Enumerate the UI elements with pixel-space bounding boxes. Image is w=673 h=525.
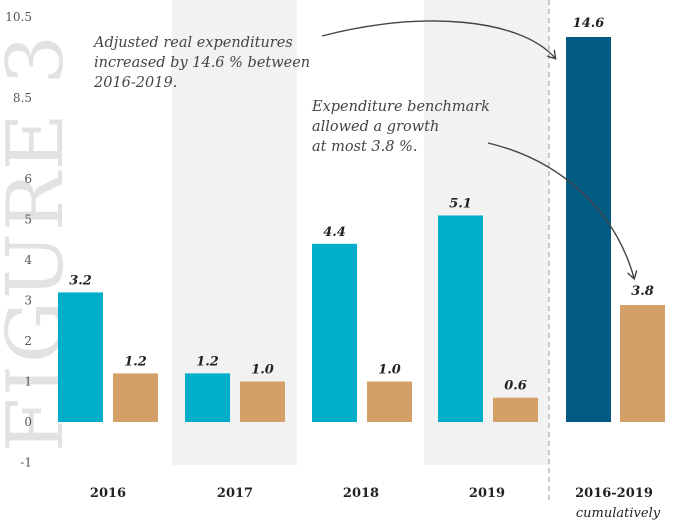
- x-label-cumulative: 2016-2019: [575, 486, 653, 501]
- value-label-cumulative-2: 3.8: [631, 284, 654, 299]
- annotation-1-line-2: increased by 14.6 % between: [94, 55, 310, 71]
- annotation-1-line-1: Adjusted real expenditures: [92, 35, 293, 51]
- x-label-2018: 2018: [343, 486, 379, 501]
- bars: [58, 37, 665, 422]
- bar-2017-series-1: [185, 373, 230, 422]
- bar-cumulative-1: [566, 37, 611, 422]
- y-tick-label: 4: [24, 253, 32, 267]
- value-label-2018-series-1: 4.4: [323, 225, 346, 240]
- y-tick-label: 1: [24, 375, 32, 389]
- x-label-2016: 2016: [90, 486, 126, 501]
- value-labels: 3.2 1.2 1.2 1.0 4.4 1.0 5.1 0.6 14.6 3.8: [69, 16, 654, 394]
- value-label-2017-series-2: 1.0: [251, 363, 274, 378]
- bar-2016-series-2: [113, 373, 158, 422]
- y-tick-label: 0: [24, 415, 32, 429]
- x-axis-labels: 2016 2017 2018 2019 2016-2019 cumulatively: [90, 486, 661, 521]
- bar-cumulative-2: [620, 305, 665, 422]
- annotation-2-line-3: at most 3.8 %.: [312, 139, 418, 155]
- annotation-2-line-2: allowed a growth: [312, 119, 439, 135]
- bar-2019-series-1: [438, 215, 483, 422]
- y-tick-label: 3: [24, 294, 32, 308]
- y-tick-label: 10.5: [5, 10, 32, 24]
- value-label-2017-series-1: 1.2: [196, 354, 219, 369]
- annotations: Adjusted real expenditures increased by 1…: [92, 35, 490, 155]
- bar-2019-series-2: [493, 397, 538, 422]
- y-tick-label: 6: [24, 172, 32, 186]
- arrow-to-benchmark: [487, 142, 634, 278]
- value-label-2018-series-2: 1.0: [378, 363, 401, 378]
- annotation-2-line-1: Expenditure benchmark: [311, 99, 490, 115]
- bar-2018-series-2: [367, 381, 412, 422]
- annotation-1-line-3: 2016-2019.: [93, 75, 177, 91]
- annotation-arrows: [321, 20, 634, 278]
- y-tick-label: -1: [20, 456, 32, 470]
- value-label-2019-series-1: 5.1: [449, 196, 472, 211]
- bar-2017-series-2: [240, 381, 285, 422]
- value-label-2016-series-2: 1.2: [124, 354, 147, 369]
- bar-2016-series-1: [58, 292, 103, 422]
- value-label-cumulative-1: 14.6: [573, 16, 605, 31]
- y-tick-label: 8.5: [13, 91, 32, 105]
- arrow-to-cumulative-expenditure: [321, 20, 555, 58]
- x-label-2017: 2017: [217, 486, 253, 501]
- y-tick-label: 2: [24, 334, 32, 348]
- bar-2018-series-1: [312, 243, 357, 422]
- value-label-2016-series-1: 3.2: [69, 273, 92, 288]
- x-label-cumulative-subtitle: cumulatively: [576, 506, 661, 521]
- x-label-2019: 2019: [469, 486, 505, 501]
- y-tick-label: 5: [24, 213, 32, 227]
- value-label-2019-series-2: 0.6: [504, 379, 527, 394]
